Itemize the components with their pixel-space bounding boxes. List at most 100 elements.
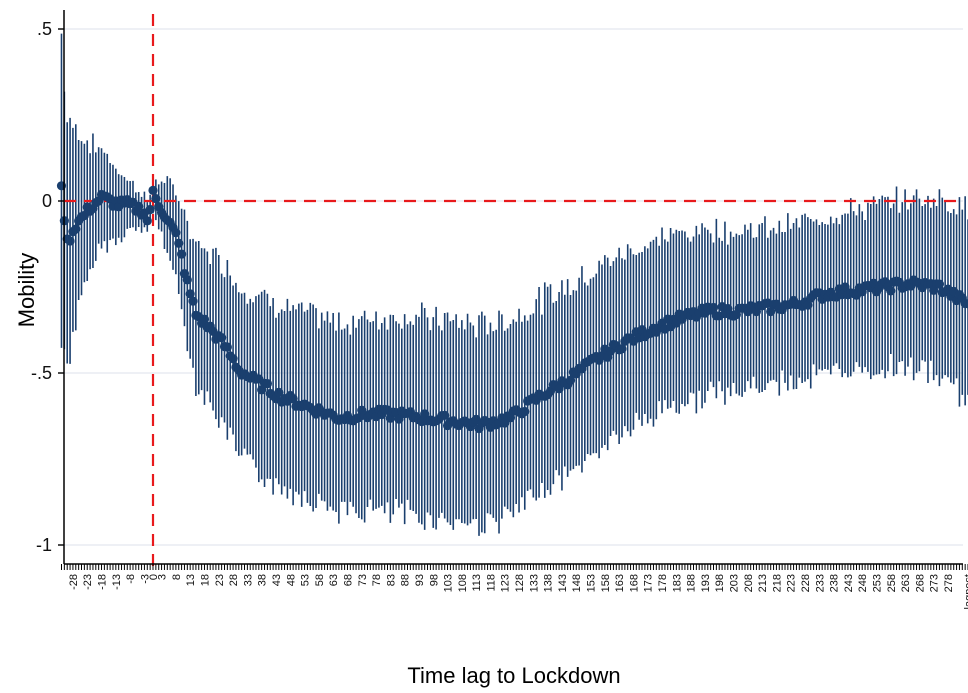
coef-point bbox=[708, 302, 719, 313]
coef-point bbox=[934, 279, 945, 289]
y-tick-label: -1 bbox=[36, 535, 52, 555]
coef-point bbox=[228, 354, 238, 364]
x-tick-label: 258 bbox=[886, 574, 898, 592]
coef-point bbox=[199, 314, 210, 324]
coef-point bbox=[188, 296, 198, 306]
x-tick-label: 173 bbox=[643, 574, 655, 592]
x-tick-label: 218 bbox=[771, 574, 783, 592]
x-tick-label: 188 bbox=[686, 574, 698, 592]
x-tick-label: 168 bbox=[628, 574, 640, 592]
x-tick-labels: -28 -23 -18 -13 -8 -303 8 13 18 23 28 33 38 43 48 53 58 6… bbox=[68, 574, 968, 609]
x-tick-label: 13 bbox=[185, 574, 197, 586]
coef-point bbox=[886, 286, 896, 296]
x-tick-label: 203 bbox=[729, 574, 741, 592]
x-tick-label: 248 bbox=[857, 574, 869, 592]
x-tick-label: 133 bbox=[528, 574, 540, 592]
x-tick-label: 38 bbox=[257, 574, 269, 586]
coef-point bbox=[222, 342, 232, 352]
x-tick-label: 153 bbox=[586, 574, 598, 592]
coef-point bbox=[554, 384, 564, 394]
coef-point bbox=[803, 300, 813, 310]
y-tick-label: .5 bbox=[37, 19, 52, 39]
x-tick-label: 18 bbox=[199, 574, 211, 586]
coefficient-points bbox=[56, 181, 968, 434]
x-tick-label: 8 bbox=[171, 574, 183, 580]
x-tick-label: 243 bbox=[843, 574, 855, 592]
x-tick-label: 183 bbox=[671, 574, 683, 592]
x-tick-label: 83 bbox=[385, 574, 397, 586]
x-tick-label: 53 bbox=[300, 574, 312, 586]
x-tick-label: 78 bbox=[371, 574, 383, 586]
x-tick-label: 213 bbox=[757, 574, 769, 592]
x-tick-label: -28 bbox=[68, 574, 80, 590]
x-tick-label: 143 bbox=[557, 574, 569, 592]
x-tick-label: 178 bbox=[657, 574, 669, 592]
x-tick-label: -13 bbox=[111, 574, 123, 590]
x-tick-label: 233 bbox=[814, 574, 826, 592]
x-tick-label: 98 bbox=[428, 574, 440, 586]
x-tick-label: 223 bbox=[786, 574, 798, 592]
y-tick-label: -.5 bbox=[31, 363, 52, 383]
coef-point bbox=[65, 236, 75, 246]
x-tick-label: 63 bbox=[328, 574, 340, 586]
y-tick-label: 0 bbox=[42, 191, 52, 211]
x-tick-label: 58 bbox=[314, 574, 326, 586]
coef-point bbox=[288, 393, 298, 404]
coef-point bbox=[440, 410, 450, 420]
y-tick-labels: .5 0 -.5 -1 bbox=[31, 19, 52, 555]
x-tick-label: 228 bbox=[800, 574, 812, 592]
x-tick-label: 43 bbox=[271, 574, 283, 586]
x-tick-label: 103 bbox=[443, 574, 455, 592]
coef-point bbox=[766, 306, 776, 317]
coef-point bbox=[174, 238, 184, 248]
coef-point bbox=[151, 193, 161, 204]
x-tick-label: 148 bbox=[571, 574, 583, 592]
coef-point bbox=[171, 227, 181, 238]
x-tick-label: 268 bbox=[914, 574, 926, 592]
coef-point bbox=[176, 249, 187, 259]
x-tick-label: 108 bbox=[457, 574, 469, 592]
x-tick-label: 23 bbox=[214, 574, 226, 586]
x-tick-label: lagpost bbox=[963, 574, 968, 609]
coef-point bbox=[148, 185, 158, 195]
x-tick-label: 193 bbox=[700, 574, 712, 592]
x-tick-label: 198 bbox=[714, 574, 726, 592]
x-tick-label: 68 bbox=[342, 574, 354, 586]
x-tick-label: 118 bbox=[485, 574, 497, 592]
coef-point bbox=[394, 414, 404, 424]
coef-point bbox=[617, 344, 627, 354]
x-tick-label: 123 bbox=[500, 574, 512, 592]
x-tick-label: 278 bbox=[943, 574, 955, 592]
x-axis-title: Time lag to Lockdown bbox=[407, 663, 620, 688]
coef-point bbox=[274, 387, 284, 397]
x-tick-label: 48 bbox=[285, 574, 297, 586]
confidence-interval-bars bbox=[60, 33, 968, 536]
x-tick-label: 128 bbox=[514, 574, 526, 592]
coef-point bbox=[145, 204, 155, 215]
x-tick-label: -3 bbox=[139, 574, 151, 584]
coef-point bbox=[420, 409, 430, 419]
y-axis-title: Mobility bbox=[14, 253, 39, 328]
x-tick-label: 3 bbox=[157, 574, 169, 580]
x-tick-label: 88 bbox=[400, 574, 412, 586]
x-tick-label: 263 bbox=[900, 574, 912, 592]
x-tick-label: 158 bbox=[600, 574, 612, 592]
x-tick-label: 238 bbox=[829, 574, 841, 592]
reference-lines bbox=[64, 14, 963, 566]
coef-point bbox=[963, 299, 968, 309]
coef-point bbox=[71, 224, 81, 234]
coef-point bbox=[142, 216, 152, 226]
x-tick-label: 138 bbox=[543, 574, 555, 592]
x-tick-label: 253 bbox=[872, 574, 884, 592]
axes bbox=[58, 10, 968, 570]
coef-point bbox=[134, 201, 144, 211]
coef-point bbox=[182, 275, 192, 285]
coef-point bbox=[262, 378, 272, 389]
x-tick-label: 73 bbox=[357, 574, 369, 586]
x-tick-label: 113 bbox=[471, 574, 483, 592]
coef-point bbox=[520, 406, 530, 417]
coef-point bbox=[185, 289, 195, 299]
x-tick-label: 208 bbox=[743, 574, 755, 592]
x-tick-label: -23 bbox=[82, 574, 94, 590]
